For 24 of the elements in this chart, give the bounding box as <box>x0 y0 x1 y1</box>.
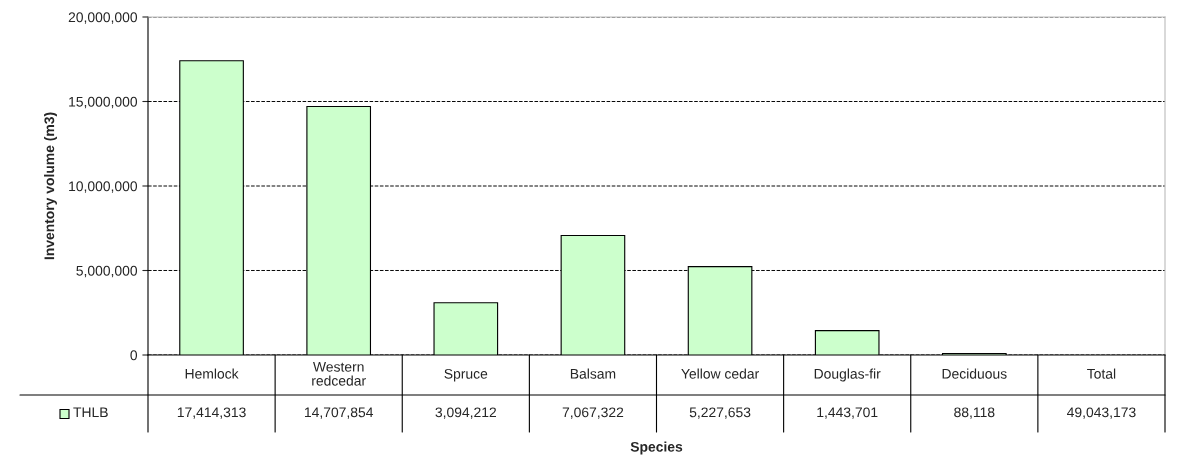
y-tick-label: 0 <box>130 350 138 361</box>
x-tick-label: Hemlock <box>185 368 239 379</box>
x-tick-label: Deciduous <box>942 368 1007 379</box>
y-tick-label: 10,000,000 <box>69 181 138 193</box>
y-tick-label: 15,000,000 <box>69 96 138 109</box>
data-label: 1,443,701 <box>817 407 878 419</box>
data-label: 88,118 <box>954 407 995 419</box>
data-label: 5,227,653 <box>689 407 751 419</box>
data-label: 14,707,854 <box>304 407 374 419</box>
x-tick-label: Balsam <box>570 368 616 379</box>
x-tick-label: Douglas-fir <box>814 368 881 382</box>
data-label: 3,094,212 <box>435 407 497 419</box>
data-label: 7,067,322 <box>562 407 624 419</box>
y-tick-label: 20,000,000 <box>68 12 138 24</box>
y-axis-title: Inventory volume (m3) <box>44 112 57 260</box>
x-tick-label: Spruce <box>444 368 488 382</box>
x-tick-label: Western redcedar <box>312 362 366 386</box>
text: 49,043,173 <box>1067 407 1136 419</box>
x-axis-title: Species <box>630 441 683 455</box>
data-label: 17,414,313 <box>177 407 246 419</box>
legend-label: THLB <box>73 407 108 418</box>
x-tick-label: Total <box>1087 368 1116 379</box>
y-tick-label: 5,000,000 <box>76 265 138 278</box>
x-tick-label: Yellow cedar <box>681 368 759 379</box>
